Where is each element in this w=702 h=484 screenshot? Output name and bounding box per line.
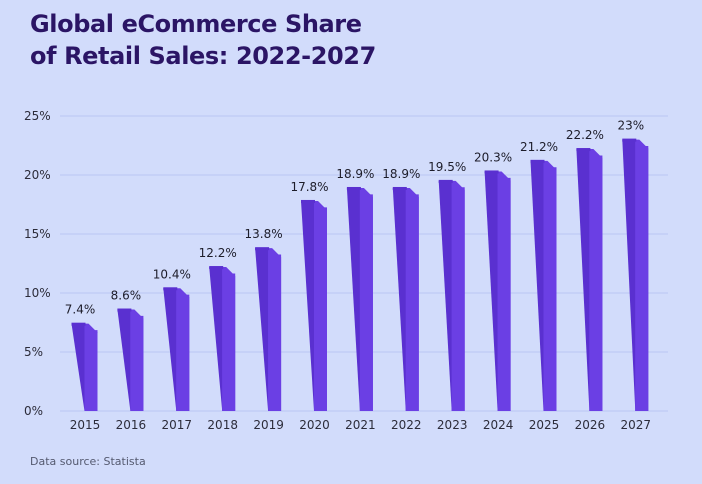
bar [576, 148, 603, 412]
bar-body [176, 288, 190, 411]
data-label: 18.9% [336, 167, 374, 181]
x-tick-label: 2016 [116, 418, 147, 432]
bar [301, 199, 327, 411]
y-tick-label: 25% [24, 109, 51, 123]
bar-body [222, 267, 236, 411]
bar-top-edge [255, 247, 270, 251]
bar-body [359, 187, 373, 411]
bar-body [314, 200, 327, 411]
bar [484, 170, 511, 411]
x-tick-label: 2022 [391, 418, 422, 432]
x-tick-label: 2020 [299, 418, 330, 432]
bar [392, 186, 419, 411]
data-label: 23% [617, 119, 644, 133]
data-label: 22.2% [566, 128, 604, 142]
x-tick-label: 2023 [437, 418, 468, 432]
bar-body [268, 248, 282, 411]
bar [530, 159, 557, 411]
bar-top-edge [438, 179, 453, 183]
bar-body [130, 309, 144, 411]
x-tick-label: 2018 [207, 418, 238, 432]
data-labels: 7.4% 8.6% 10.4% 12.2% 13.8% 17.8% 18.9% 18.9% 19… [65, 119, 644, 317]
bar-body [635, 139, 649, 411]
x-axis-tick-labels: 2015 2016 2017 2018 2019 2020 2021 2022 2023 2024… [70, 418, 651, 432]
bar-body [84, 323, 98, 411]
bar-top-edge [163, 287, 178, 291]
bar-top-cap [117, 309, 135, 411]
bar-top-cap [438, 180, 456, 411]
bar-top-edge [71, 322, 86, 326]
bar-top-edge [484, 170, 499, 174]
x-tick-label: 2021 [345, 418, 376, 432]
bar-body [497, 171, 511, 411]
data-label: 20.3% [474, 150, 512, 164]
data-label: 21.2% [520, 140, 558, 154]
y-tick-label: 10% [24, 286, 51, 300]
y-tick-label: 15% [24, 227, 51, 241]
bar [163, 287, 190, 411]
x-tick-label: 2017 [162, 418, 193, 432]
bar [71, 322, 98, 411]
bar-top-edge [622, 138, 637, 142]
bar-chart: 0% 5% 10% 15% 20% 25% 7.4% 8.6% 10.4% 12.2% 13.8%… [24, 109, 668, 432]
chart-title-line-2: of Retail Sales: 2022-2027 [30, 42, 376, 70]
bars [71, 138, 649, 412]
bar [209, 266, 236, 411]
bar-body [589, 149, 603, 412]
bar-top-edge [117, 308, 132, 312]
bar-top-cap [71, 323, 89, 411]
x-tick-label: 2027 [621, 418, 652, 432]
bar-top-cap [576, 149, 594, 412]
y-axis-tick-labels: 0% 5% 10% 15% 20% 25% [24, 109, 51, 418]
bar-top-edge [530, 159, 545, 163]
data-label: 17.8% [290, 180, 328, 194]
y-tick-label: 5% [24, 345, 43, 359]
bar-top-cap [392, 187, 410, 411]
bar-top-edge [209, 266, 224, 270]
data-source-note: Data source: Statista [30, 455, 146, 468]
bar-body [451, 180, 465, 411]
x-tick-label: 2015 [70, 418, 101, 432]
bar [622, 138, 649, 411]
bar-body [543, 160, 557, 411]
data-label: 12.2% [199, 246, 237, 260]
bar-top-cap [255, 248, 273, 411]
bar-top-cap [484, 171, 502, 411]
data-label: 19.5% [428, 160, 466, 174]
bar [346, 186, 373, 411]
bar-top-cap [530, 160, 548, 411]
bar-top-cap [622, 139, 640, 411]
data-label: 18.9% [382, 167, 420, 181]
x-tick-label: 2019 [253, 418, 284, 432]
data-label: 8.6% [111, 289, 142, 303]
data-label: 10.4% [153, 267, 191, 281]
y-tick-label: 20% [24, 168, 51, 182]
bar-top-cap [163, 288, 181, 411]
chart-title: Global eCommerce Share of Retail Sales: … [30, 8, 376, 72]
bar [438, 179, 465, 411]
data-label: 7.4% [65, 303, 96, 317]
bar-top-edge [392, 186, 407, 190]
x-tick-label: 2025 [529, 418, 560, 432]
bar-top-edge [301, 199, 315, 203]
chart-title-line-1: Global eCommerce Share [30, 10, 362, 38]
y-tick-label: 0% [24, 404, 43, 418]
data-label: 13.8% [245, 227, 283, 241]
x-tick-label: 2026 [575, 418, 606, 432]
bar [255, 247, 282, 411]
bar-top-cap [346, 187, 364, 411]
bar-top-edge [576, 148, 591, 152]
bar-top-edge [346, 186, 361, 190]
x-tick-label: 2024 [483, 418, 514, 432]
bar-top-cap [209, 267, 227, 411]
bar [117, 308, 144, 411]
bar-top-cap [301, 200, 318, 411]
bar-body [405, 187, 419, 411]
